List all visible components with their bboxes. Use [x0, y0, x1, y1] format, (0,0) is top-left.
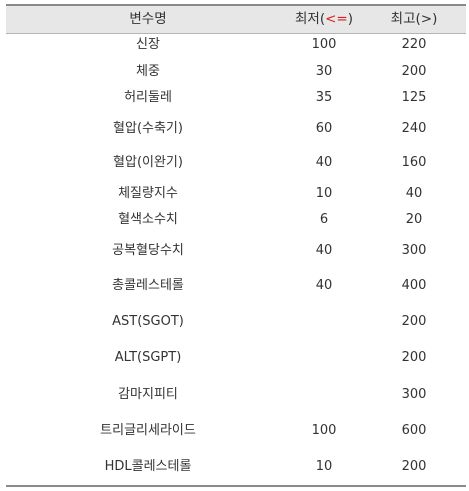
row-max: 160 — [401, 155, 427, 170]
row-max: 20 — [405, 212, 423, 227]
row-name: 트리글리세라이드 — [100, 423, 196, 438]
row-max: 220 — [401, 37, 427, 52]
row-min: 40 — [315, 278, 333, 293]
row-max: 600 — [401, 423, 427, 438]
header-min-prefix: 최저( — [294, 11, 326, 27]
header-max: 최고(>) — [390, 11, 438, 27]
row-min: 100 — [311, 423, 337, 438]
threshold-table: 변수명 최저(<=) 최고(>) 신장 100 220 체중 30 200 허리… — [6, 0, 466, 488]
table-top-rule — [6, 4, 466, 6]
row-max: 240 — [401, 121, 427, 136]
row-min: 60 — [315, 121, 333, 136]
row-name: HDL콜레스테롤 — [104, 459, 192, 474]
row-max: 300 — [401, 243, 427, 258]
header-min-operator: <= — [325, 11, 348, 27]
row-name: 체질량지수 — [118, 186, 178, 201]
row-min: 40 — [315, 155, 333, 170]
row-min: 100 — [311, 37, 337, 52]
row-min: 10 — [315, 459, 333, 474]
row-max: 125 — [401, 90, 427, 105]
row-max: 40 — [405, 186, 423, 201]
row-max: 200 — [401, 314, 427, 329]
row-name: AST(SGOT) — [112, 314, 184, 329]
header-variable-name: 변수명 — [129, 11, 167, 27]
row-min: 40 — [315, 243, 333, 258]
row-name: 혈색소수치 — [118, 212, 178, 227]
table-header-row: 변수명 최저(<=) 최고(>) — [6, 6, 466, 34]
table-bottom-rule — [6, 485, 466, 487]
row-max: 200 — [401, 64, 427, 79]
row-name: 혈압(수축기) — [113, 121, 183, 136]
header-min: 최저(<=) — [295, 11, 353, 27]
row-name: 허리둘레 — [124, 90, 172, 105]
row-min: 30 — [315, 64, 333, 79]
header-min-suffix: ) — [347, 11, 354, 27]
row-max: 200 — [401, 459, 427, 474]
row-name: 혈압(이완기) — [113, 155, 183, 170]
row-max: 400 — [401, 278, 427, 293]
row-name: 감마지피티 — [118, 387, 178, 402]
row-max: 300 — [401, 387, 427, 402]
row-min: 6 — [319, 212, 329, 227]
row-name: 공복혈당수치 — [112, 243, 184, 258]
row-name: ALT(SGPT) — [114, 350, 182, 365]
row-name: 총콜레스테롤 — [112, 278, 184, 293]
row-max: 200 — [401, 350, 427, 365]
row-min: 10 — [315, 186, 333, 201]
row-name: 체중 — [136, 64, 160, 79]
row-min: 35 — [315, 90, 333, 105]
row-name: 신장 — [136, 37, 160, 52]
